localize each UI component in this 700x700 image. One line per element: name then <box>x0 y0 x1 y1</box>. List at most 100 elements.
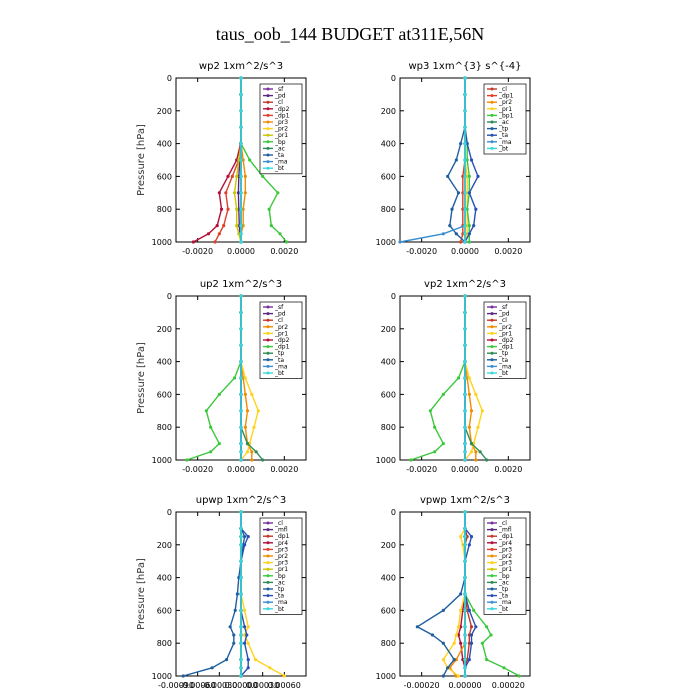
series-point <box>467 224 471 228</box>
series-point <box>441 641 445 645</box>
series-point <box>456 625 461 629</box>
chart-panel-6: vpwp 1xm^2/s^3 0 200 400 600 800 1000 -0.00020 0… <box>376 495 531 690</box>
panel-title: upwp 1xm^2/s^3 <box>196 495 286 506</box>
legend-marker <box>490 305 494 309</box>
legend-marker <box>490 100 494 104</box>
legend-label: _cl <box>274 317 283 324</box>
series-point <box>246 535 250 539</box>
series-point <box>467 174 471 178</box>
series-point <box>224 658 229 662</box>
series-point <box>463 142 467 146</box>
legend-label: _bt <box>274 370 285 377</box>
legend-marker <box>266 153 270 157</box>
series-point <box>433 425 437 429</box>
series-point <box>276 191 280 195</box>
series-point <box>235 592 239 596</box>
series-point <box>254 450 258 454</box>
legend-label: _pr1 <box>498 566 512 573</box>
panel-grid: wp2 1xm^2/s^3 Pressure [hPa] 0 200 400 600 800… <box>136 61 531 690</box>
series-point <box>463 425 467 429</box>
series-point <box>485 458 489 462</box>
series-point <box>463 294 467 298</box>
legend-label: _pr1 <box>274 330 288 337</box>
legend-label: _ta <box>498 132 508 139</box>
legend-label: _tp <box>274 586 284 593</box>
series-point <box>502 666 506 670</box>
y-tick-label: 600 <box>381 606 396 615</box>
legend-label: _ta <box>274 152 284 159</box>
series-point <box>472 608 476 613</box>
y-tick-label: 600 <box>157 390 172 399</box>
legend-marker <box>266 146 270 150</box>
series-point <box>467 232 471 236</box>
series-point <box>243 543 247 547</box>
legend-marker <box>490 541 494 545</box>
legend-label: _dp1 <box>274 533 290 540</box>
series-point <box>239 232 243 236</box>
series-point <box>282 674 286 678</box>
series-point <box>235 174 239 178</box>
legend-label: _pr2 <box>498 553 512 560</box>
legend-marker <box>490 331 494 335</box>
y-tick-label: 200 <box>381 541 396 550</box>
series-point <box>441 674 445 678</box>
legend-label: _dp2 <box>274 337 290 344</box>
series-point <box>217 232 221 236</box>
legend-label: _ac <box>498 579 509 586</box>
legend-label: _bt <box>274 165 285 172</box>
series-point <box>232 191 237 195</box>
legend-label: _tp <box>498 126 508 133</box>
y-tick-label: 800 <box>381 205 396 214</box>
y-tick-label: 1000 <box>376 672 396 681</box>
series-line-pr2 <box>448 512 466 677</box>
series-point <box>459 592 463 596</box>
series-point <box>246 641 250 645</box>
series-point <box>226 207 230 211</box>
series-point <box>463 526 467 531</box>
series-point <box>441 608 445 613</box>
legend-marker <box>266 318 270 322</box>
series-point <box>441 442 445 446</box>
legend-marker <box>490 312 494 316</box>
legend-box <box>483 517 527 615</box>
series-point <box>463 343 467 347</box>
series-point <box>463 392 467 396</box>
y-tick-label: 600 <box>381 172 396 181</box>
legend-marker <box>490 94 494 98</box>
legend-marker <box>490 521 494 525</box>
legend-marker <box>266 554 270 558</box>
series-point <box>217 191 221 195</box>
legend-marker <box>266 607 270 611</box>
x-tick-label: 0.0000 <box>451 247 479 256</box>
series-point <box>239 625 243 629</box>
x-tick-label: 0.0020 <box>270 247 298 256</box>
legend-marker <box>266 574 270 578</box>
y-tick-label: 200 <box>157 325 172 334</box>
series-point <box>239 535 243 539</box>
series-point <box>219 207 224 211</box>
series-point <box>469 409 474 413</box>
legend-marker <box>266 107 270 111</box>
series-point <box>454 232 458 236</box>
series-point <box>489 633 493 637</box>
legend-box <box>259 517 303 615</box>
legend-marker <box>266 160 270 164</box>
legend-marker <box>266 338 270 342</box>
legend-label: _pr3 <box>274 119 288 126</box>
legend-label: _pr1 <box>274 566 288 573</box>
series-point <box>235 224 239 228</box>
y-tick-label: 200 <box>157 107 172 116</box>
series-point <box>250 458 254 462</box>
series-point <box>463 510 467 514</box>
series-point <box>246 666 250 670</box>
series-point <box>232 633 236 637</box>
legend-marker <box>266 120 270 124</box>
legend-marker <box>490 607 494 611</box>
x-tick-label: 0.00060 <box>268 681 301 690</box>
series-point <box>469 633 474 637</box>
series-point <box>469 450 474 454</box>
legend-label: _tp <box>274 350 284 357</box>
series-point <box>235 207 239 211</box>
series-point <box>215 224 219 228</box>
legend-label: _tp <box>498 586 508 593</box>
